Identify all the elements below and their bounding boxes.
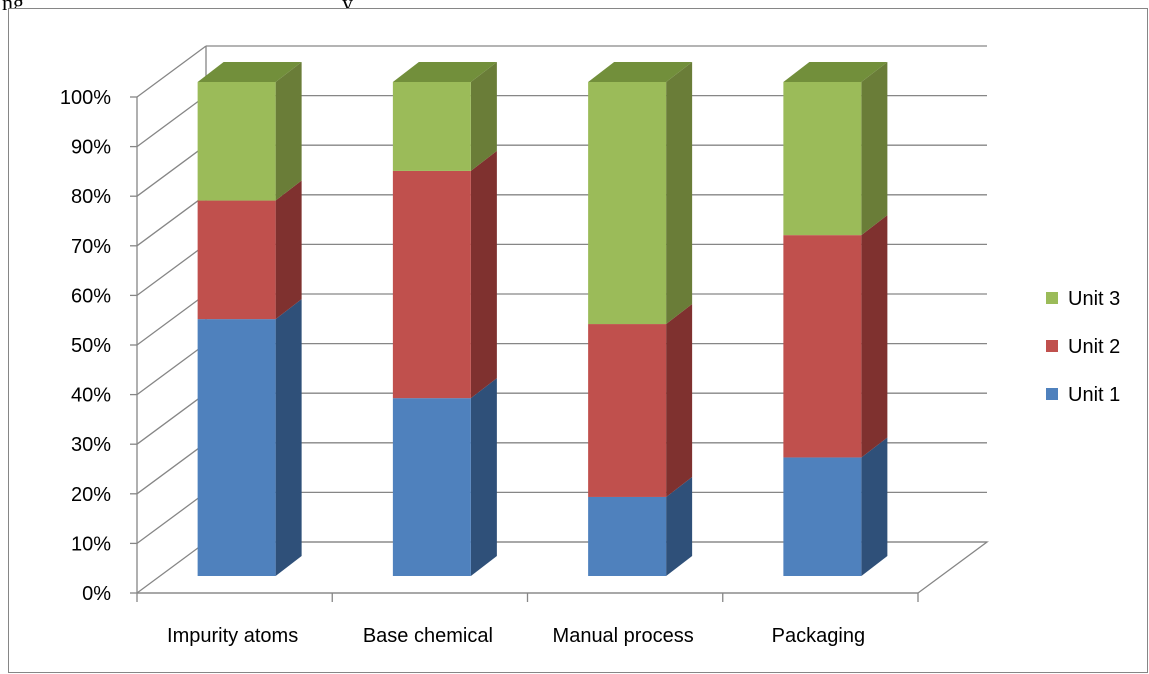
legend: Unit 3 Unit 2 Unit 1 xyxy=(1046,288,1120,406)
bar-side xyxy=(470,62,497,171)
bar-side xyxy=(666,304,693,497)
legend-item: Unit 1 xyxy=(1046,384,1120,406)
y-tick-label: 10% xyxy=(71,533,111,555)
bar xyxy=(392,170,471,399)
bar-segment xyxy=(392,378,497,576)
bar-segment xyxy=(392,62,497,171)
bar xyxy=(588,496,667,576)
bar xyxy=(783,235,862,458)
bar xyxy=(783,457,862,576)
bars xyxy=(197,62,888,576)
bar-top xyxy=(783,62,888,82)
gridline-diagonal xyxy=(136,293,207,346)
bar-side xyxy=(861,215,888,458)
y-tick-label: 80% xyxy=(71,186,111,208)
gridline-diagonal xyxy=(136,194,207,247)
bar-side xyxy=(275,180,302,320)
category-label: Base chemical xyxy=(363,625,493,647)
y-tick-labels: 0% 10% 20% 30% 40% 50% 60% 70% 80% 90% 100% xyxy=(60,87,111,605)
bar-segment xyxy=(588,62,693,325)
gridline-diagonal xyxy=(136,243,207,296)
bar-segment xyxy=(588,304,693,497)
gridline-diagonal xyxy=(136,392,207,445)
y-tick-label: 50% xyxy=(71,335,111,357)
bar xyxy=(588,82,667,325)
bar xyxy=(588,324,667,497)
y-tick-label: 20% xyxy=(71,484,111,506)
bar-side xyxy=(470,378,497,576)
category-label: Impurity atoms xyxy=(167,625,298,647)
legend-item: Unit 2 xyxy=(1046,336,1120,358)
bar-side xyxy=(861,62,888,236)
y-tick-label: 70% xyxy=(71,236,111,258)
category-labels: Impurity atoms Base chemical Manual proces… xyxy=(167,625,865,647)
bar-segment xyxy=(197,62,302,201)
legend-swatch xyxy=(1046,292,1058,304)
gridline-diagonal xyxy=(136,95,207,148)
y-tick-label: 30% xyxy=(71,434,111,456)
y-tick-label: 100% xyxy=(60,87,111,109)
y-tick-label: 90% xyxy=(71,137,111,159)
bar-segment xyxy=(197,180,302,320)
gridline-diagonal xyxy=(136,343,207,396)
bar-top xyxy=(588,62,693,82)
legend-label: Unit 1 xyxy=(1068,384,1120,406)
gridline-diagonal xyxy=(136,491,207,544)
y-tick-label: 0% xyxy=(82,583,111,605)
bar-segment xyxy=(783,215,888,458)
gridline-diagonal xyxy=(136,45,207,98)
gridline-diagonal xyxy=(136,144,207,197)
bar xyxy=(783,82,862,236)
legend-item: Unit 3 xyxy=(1046,288,1120,310)
bar-segment xyxy=(588,476,693,576)
legend-swatch xyxy=(1046,340,1058,352)
bar-segment xyxy=(783,62,888,236)
bar-side xyxy=(470,150,497,399)
bar-side xyxy=(666,62,693,325)
bar-side xyxy=(861,437,888,576)
bar xyxy=(392,398,471,576)
bar xyxy=(197,200,276,320)
bar-side xyxy=(275,62,302,201)
bar xyxy=(197,319,276,576)
bar-side xyxy=(666,476,693,576)
bar-segment xyxy=(783,437,888,576)
gridline-diagonal xyxy=(136,442,207,495)
legend-swatch xyxy=(1046,388,1058,400)
legend-label: Unit 2 xyxy=(1068,336,1120,358)
bar-top xyxy=(392,62,497,82)
legend-label: Unit 3 xyxy=(1068,288,1120,310)
bar-segment xyxy=(392,150,497,399)
bar xyxy=(392,82,471,171)
y-tick-label: 60% xyxy=(71,285,111,307)
y-tick-label: 40% xyxy=(71,385,111,407)
category-label: Packaging xyxy=(772,625,865,647)
bar-side xyxy=(275,299,302,576)
category-label: Manual process xyxy=(553,625,694,647)
bar-top xyxy=(197,62,302,82)
bar-segment xyxy=(197,299,302,576)
gridline-diagonal xyxy=(136,541,207,594)
bar xyxy=(197,82,276,201)
